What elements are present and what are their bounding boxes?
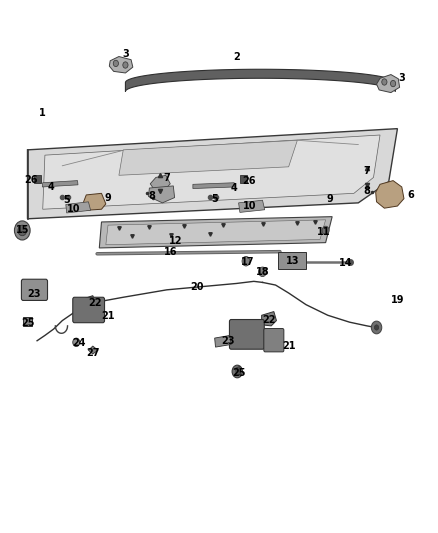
Circle shape <box>382 79 387 85</box>
Text: 17: 17 <box>240 257 254 266</box>
Text: 15: 15 <box>15 225 29 236</box>
Circle shape <box>113 60 118 67</box>
Circle shape <box>322 226 329 235</box>
Text: 11: 11 <box>317 227 330 237</box>
Polygon shape <box>236 366 241 376</box>
Text: 22: 22 <box>88 297 102 308</box>
Text: 23: 23 <box>221 336 234 346</box>
Text: 22: 22 <box>262 314 276 325</box>
Text: 24: 24 <box>72 338 85 349</box>
Text: 21: 21 <box>101 311 115 321</box>
Text: 2: 2 <box>233 52 240 62</box>
Polygon shape <box>88 346 98 354</box>
Text: 8: 8 <box>148 191 155 201</box>
Polygon shape <box>28 128 397 219</box>
Polygon shape <box>125 69 395 92</box>
Polygon shape <box>119 140 297 175</box>
Polygon shape <box>110 56 133 73</box>
Polygon shape <box>376 181 404 208</box>
Polygon shape <box>82 296 96 310</box>
Text: 3: 3 <box>122 50 129 59</box>
FancyBboxPatch shape <box>240 175 247 183</box>
Text: 12: 12 <box>169 236 182 246</box>
Text: 3: 3 <box>399 73 405 83</box>
Text: 4: 4 <box>231 183 237 193</box>
Circle shape <box>14 221 30 240</box>
Circle shape <box>391 80 396 87</box>
Text: 18: 18 <box>256 268 269 277</box>
Text: 25: 25 <box>21 318 35 328</box>
Text: 13: 13 <box>286 256 300 266</box>
Polygon shape <box>43 135 380 209</box>
Polygon shape <box>261 312 276 326</box>
Circle shape <box>232 365 243 378</box>
Circle shape <box>242 256 250 266</box>
Text: 5: 5 <box>64 195 70 205</box>
FancyBboxPatch shape <box>230 319 264 349</box>
Text: 26: 26 <box>243 175 256 185</box>
Polygon shape <box>215 335 231 347</box>
Text: 27: 27 <box>86 349 99 359</box>
Polygon shape <box>83 193 106 211</box>
Circle shape <box>18 225 27 236</box>
Text: 8: 8 <box>364 185 371 196</box>
Text: 26: 26 <box>24 175 38 185</box>
Text: 7: 7 <box>163 173 170 183</box>
Circle shape <box>73 338 80 346</box>
Circle shape <box>374 325 379 330</box>
Text: 1: 1 <box>39 108 46 118</box>
Text: 16: 16 <box>164 247 178 257</box>
Circle shape <box>123 62 128 68</box>
Text: 14: 14 <box>339 258 352 268</box>
Polygon shape <box>150 175 170 190</box>
FancyBboxPatch shape <box>23 317 32 326</box>
Polygon shape <box>239 200 265 213</box>
Text: 5: 5 <box>211 194 218 204</box>
FancyBboxPatch shape <box>73 297 105 322</box>
Text: 25: 25 <box>232 368 245 377</box>
Polygon shape <box>66 202 91 213</box>
Polygon shape <box>377 75 399 93</box>
Text: 20: 20 <box>191 281 204 292</box>
Text: 6: 6 <box>407 190 414 200</box>
Circle shape <box>258 267 266 277</box>
Polygon shape <box>193 183 234 189</box>
Polygon shape <box>99 216 332 248</box>
FancyBboxPatch shape <box>21 279 47 301</box>
Text: 10: 10 <box>243 201 256 211</box>
FancyBboxPatch shape <box>34 175 41 183</box>
Text: 19: 19 <box>391 295 404 305</box>
Text: 7: 7 <box>364 166 371 176</box>
Text: 9: 9 <box>327 193 333 204</box>
Text: 23: 23 <box>27 288 41 298</box>
Polygon shape <box>148 186 175 203</box>
Polygon shape <box>42 181 78 187</box>
FancyBboxPatch shape <box>278 252 306 269</box>
Text: 9: 9 <box>105 192 111 203</box>
Polygon shape <box>106 220 325 245</box>
FancyBboxPatch shape <box>264 328 284 352</box>
Text: 10: 10 <box>67 204 80 214</box>
Text: 21: 21 <box>282 341 295 351</box>
Circle shape <box>371 321 382 334</box>
Text: 4: 4 <box>48 182 55 192</box>
